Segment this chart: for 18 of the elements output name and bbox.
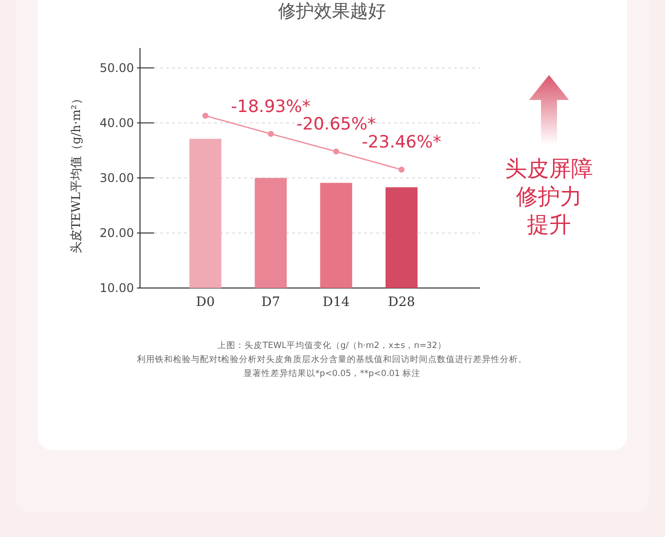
annotation: -23.46%* [362,132,442,153]
text: 头皮屏障修护力提升 [505,157,593,238]
x-tick-label: D28 [388,295,416,310]
text: 显著性差异结果以*p<0.05，**p<0.01 标注 [243,368,421,379]
x-tick-label: D7 [261,295,280,310]
annotation: -20.65%* [296,114,376,134]
y-tick-label: 40.00 [100,116,134,130]
y-tick-label: 20.00 [100,226,134,240]
chart-title: 修护效果越好 [278,1,386,22]
x-tick-label: D14 [322,295,350,310]
annotation: -18.93%* [231,96,311,117]
text: 利用铁和检验与配对t检验分析对头皮角质层水分含量的基线值和回访时间点数值进行差异性分析。 [136,354,528,365]
text: 上图：头皮TEWL平均值变化（g/（h·m2，x±s，n=32） [218,340,446,351]
y-tick-label: 50.00 [100,60,134,75]
y-tick-label: 10.00 [100,281,134,295]
x-tick-label: D0 [196,295,215,310]
y-axis-title: 头皮TEWL平均值（g/h·m²） [69,92,83,254]
y-tick-label: 30.00 [100,170,134,185]
